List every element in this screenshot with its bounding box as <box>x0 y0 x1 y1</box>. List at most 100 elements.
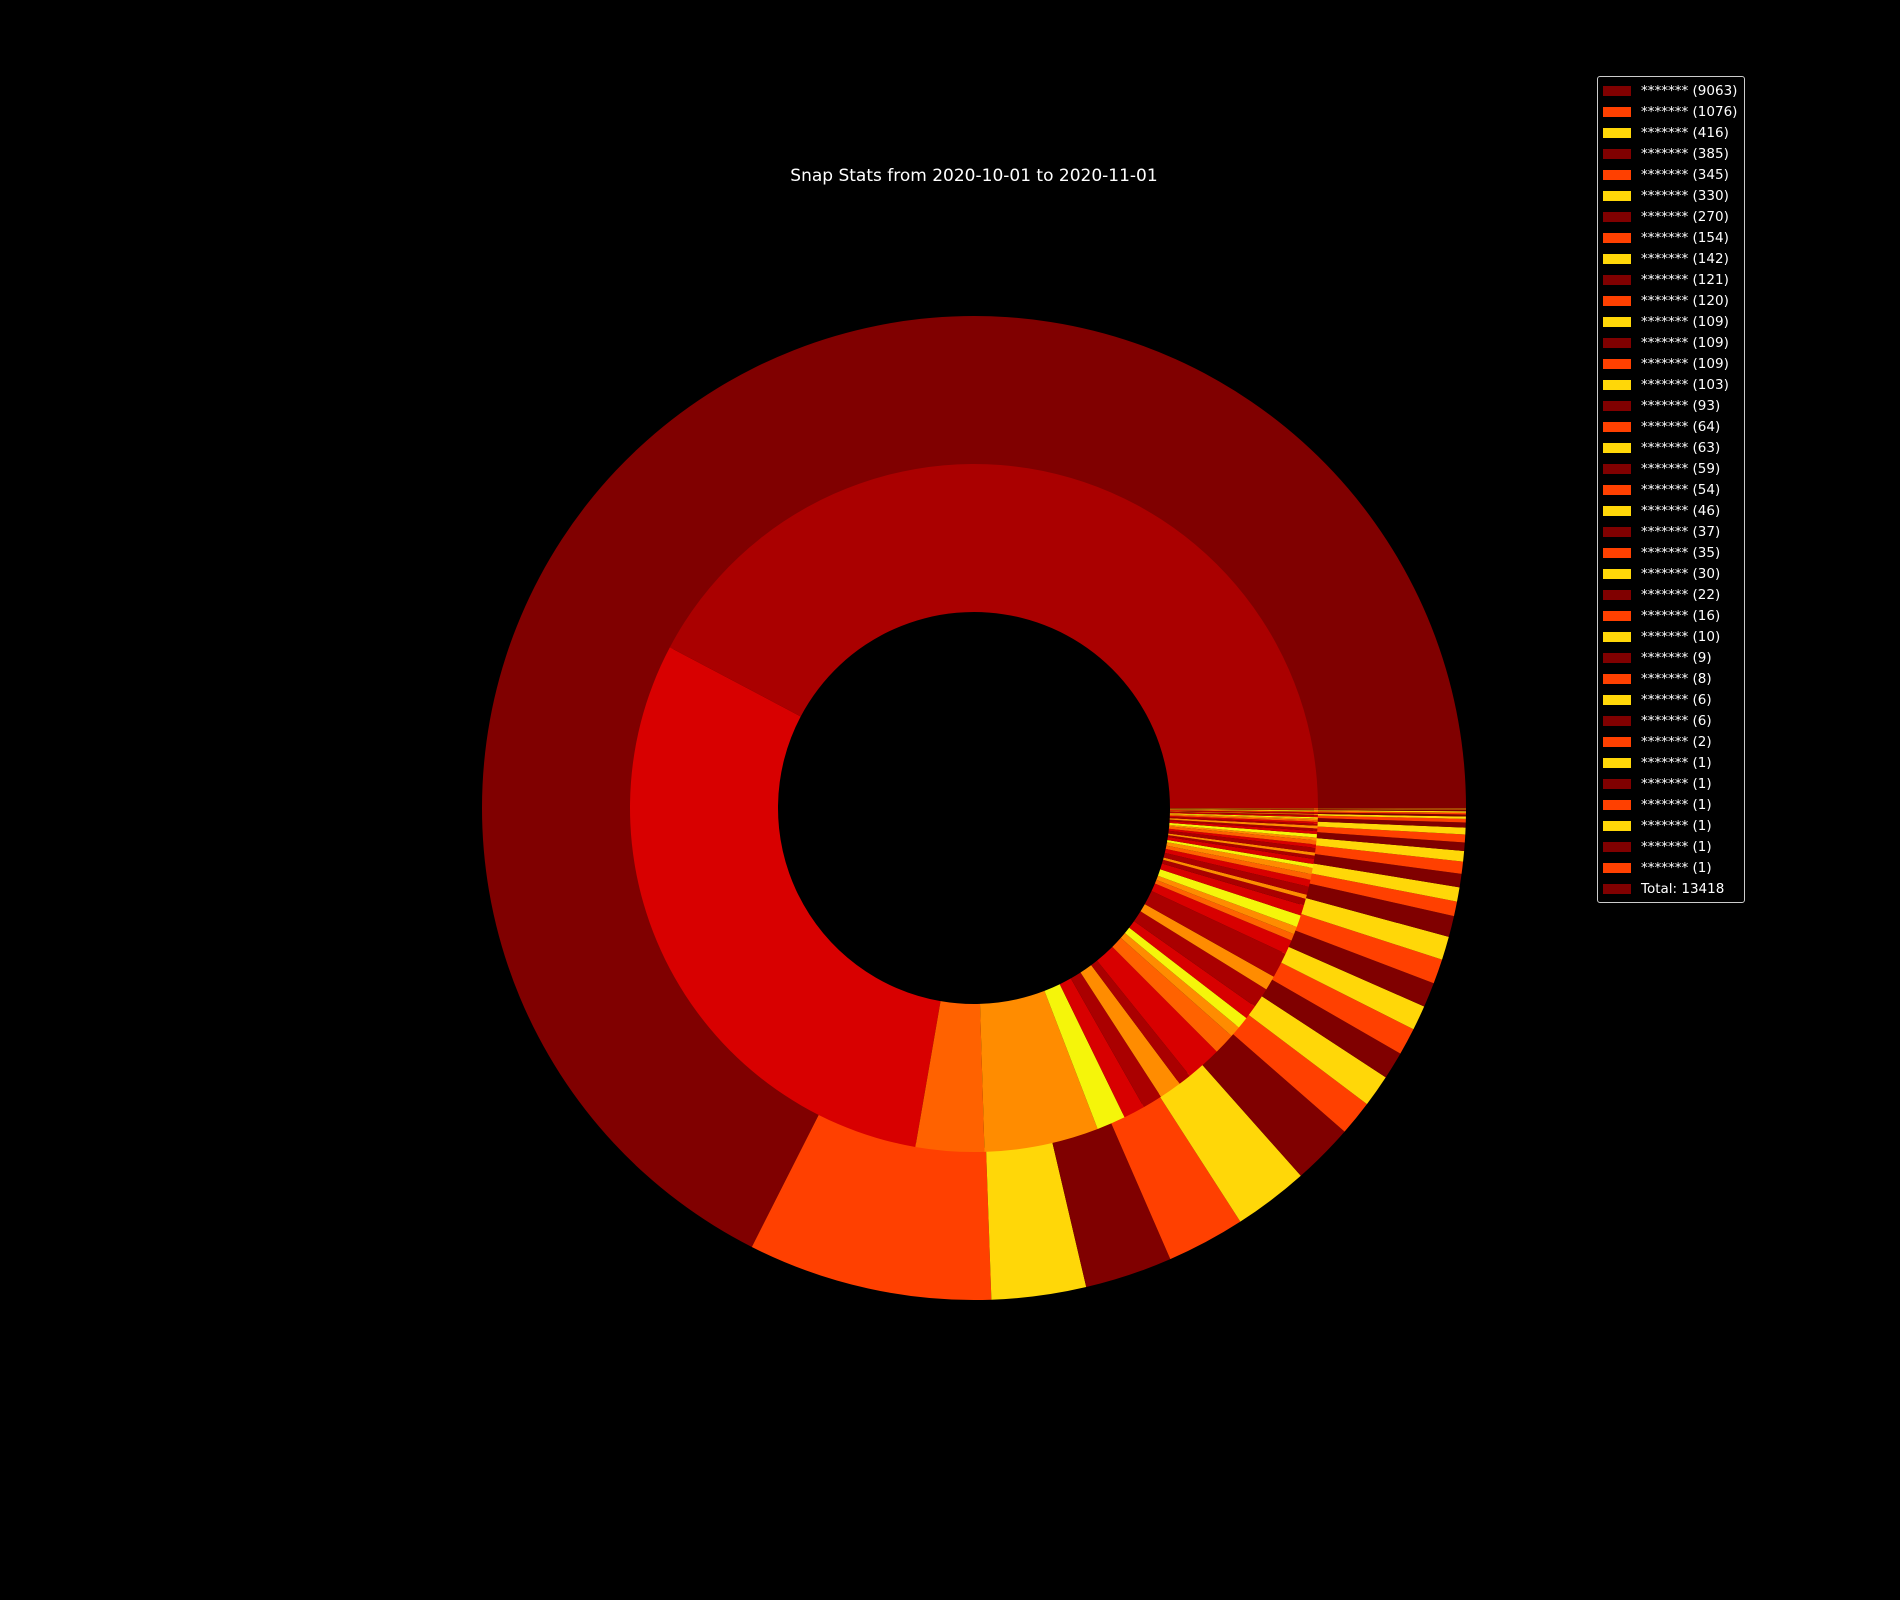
legend-entry: ******* (109) <box>1598 311 1744 332</box>
inner-slice-52 <box>1169 809 1318 812</box>
outer-slice-34 <box>1313 808 1466 810</box>
outer-slice-30 <box>1313 810 1466 813</box>
legend-label: ******* (1) <box>1641 838 1712 855</box>
legend-label: ******* (2) <box>1641 733 1712 750</box>
outer-slice-22 <box>1312 831 1465 852</box>
legend-swatch <box>1603 484 1631 495</box>
legend-label: ******* (270) <box>1641 208 1729 225</box>
outer-slice-25 <box>1313 818 1466 828</box>
outer-slice-21 <box>1311 837 1465 862</box>
legend-label: ******* (142) <box>1641 250 1729 267</box>
outer-slice-23 <box>1313 826 1466 843</box>
inner-slice-55 <box>1169 808 1318 810</box>
legend-entry: ******* (416) <box>1598 122 1744 143</box>
legend-entry: ******* (35) <box>1598 542 1744 563</box>
legend-swatch <box>1603 757 1631 768</box>
inner-slice-42 <box>1169 815 1318 824</box>
legend-swatch <box>1603 295 1631 306</box>
inner-slice-23 <box>1161 859 1306 906</box>
legend-swatch <box>1603 463 1631 474</box>
legend-entry: ******* (22) <box>1598 584 1744 605</box>
legend-entry: ******* (385) <box>1598 143 1744 164</box>
inner-slice-34 <box>1168 828 1317 848</box>
legend-swatch <box>1603 778 1631 789</box>
chart-legend: ******* (9063) ******* (1076) ******* (416… <box>1597 76 1745 903</box>
outer-slice-31 <box>1313 809 1466 812</box>
legend-label: ******* (30) <box>1641 565 1721 582</box>
legend-entry: ******* (54) <box>1598 479 1744 500</box>
inner-slice-7 <box>1070 972 1161 1108</box>
legend-entry: ******* (142) <box>1598 248 1744 269</box>
inner-slice-16 <box>1140 904 1274 990</box>
inner-slice-36 <box>1169 824 1317 841</box>
legend-entry: ******* (330) <box>1598 185 1744 206</box>
outer-slice-6 <box>1158 1062 1301 1222</box>
inner-slice-2 <box>630 647 941 1147</box>
legend-swatch <box>1603 337 1631 348</box>
outer-slice-17 <box>1305 872 1458 917</box>
outer-slice-10 <box>1258 977 1401 1078</box>
inner-slice-37 <box>1169 822 1318 838</box>
legend-swatch <box>1603 631 1631 642</box>
legend-entry: ******* (9) <box>1598 647 1744 668</box>
legend-entry: ******* (1) <box>1598 794 1744 815</box>
legend-label: ******* (109) <box>1641 313 1729 330</box>
outer-slice-29 <box>1313 811 1466 815</box>
inner-slice-22 <box>1160 863 1304 916</box>
inner-slice-49 <box>1169 810 1318 814</box>
legend-label: ******* (416) <box>1641 124 1729 141</box>
legend-entry: ******* (2) <box>1598 731 1744 752</box>
legend-entry: ******* (8) <box>1598 668 1744 689</box>
inner-slice-43 <box>1169 814 1318 822</box>
inner-slice-57 <box>1169 808 1318 810</box>
legend-label: ******* (46) <box>1641 502 1721 519</box>
legend-label: ******* (6) <box>1641 691 1712 708</box>
legend-label: ******* (121) <box>1641 271 1729 288</box>
legend-entry: ******* (9063) <box>1598 80 1744 101</box>
inner-slice-5 <box>1044 984 1125 1129</box>
legend-swatch <box>1603 211 1631 222</box>
inner-slice-41 <box>1169 817 1318 826</box>
legend-entry: ******* (121) <box>1598 269 1744 290</box>
legend-label: ******* (385) <box>1641 145 1729 162</box>
legend-entry: ******* (64) <box>1598 416 1744 437</box>
legend-swatch <box>1603 190 1631 201</box>
inner-slice-44 <box>1169 813 1318 821</box>
inner-slice-14 <box>1129 921 1255 1019</box>
legend-entry: ******* (109) <box>1598 353 1744 374</box>
legend-entry: ******* (1076) <box>1598 101 1744 122</box>
inner-slice-53 <box>1169 809 1318 811</box>
outer-slice-24 <box>1313 821 1466 835</box>
legend-label: ******* (1) <box>1641 754 1712 771</box>
inner-slice-50 <box>1169 810 1318 814</box>
legend-entry: ******* (46) <box>1598 500 1744 521</box>
legend-label: ******* (37) <box>1641 523 1721 540</box>
legend-swatch <box>1603 274 1631 285</box>
outer-slice-14 <box>1291 912 1443 984</box>
legend-label: ******* (109) <box>1641 355 1729 372</box>
inner-slice-20 <box>1156 875 1297 935</box>
legend-swatch <box>1603 799 1631 810</box>
outer-slice-5 <box>1109 1093 1241 1260</box>
inner-slice-30 <box>1167 837 1315 865</box>
inner-slice-54 <box>1169 808 1318 811</box>
legend-swatch <box>1603 526 1631 537</box>
inner-slice-6 <box>1059 978 1144 1118</box>
inner-slice-25 <box>1163 852 1309 895</box>
legend-swatch <box>1603 358 1631 369</box>
legend-entry: ******* (103) <box>1598 374 1744 395</box>
legend-label: ******* (8) <box>1641 670 1712 687</box>
outer-slice-9 <box>1245 994 1386 1105</box>
legend-entry: Total: 13418 <box>1598 878 1744 899</box>
legend-label: Total: 13418 <box>1641 880 1725 897</box>
legend-swatch <box>1603 379 1631 390</box>
inner-slice-15 <box>1134 911 1267 1007</box>
legend-entry: ******* (345) <box>1598 164 1744 185</box>
legend-swatch <box>1603 106 1631 117</box>
legend-label: ******* (1) <box>1641 859 1712 876</box>
inner-slice-45 <box>1169 813 1318 819</box>
inner-slice-27 <box>1165 845 1312 880</box>
legend-label: ******* (120) <box>1641 292 1729 309</box>
inner-slice-3 <box>915 1001 985 1152</box>
